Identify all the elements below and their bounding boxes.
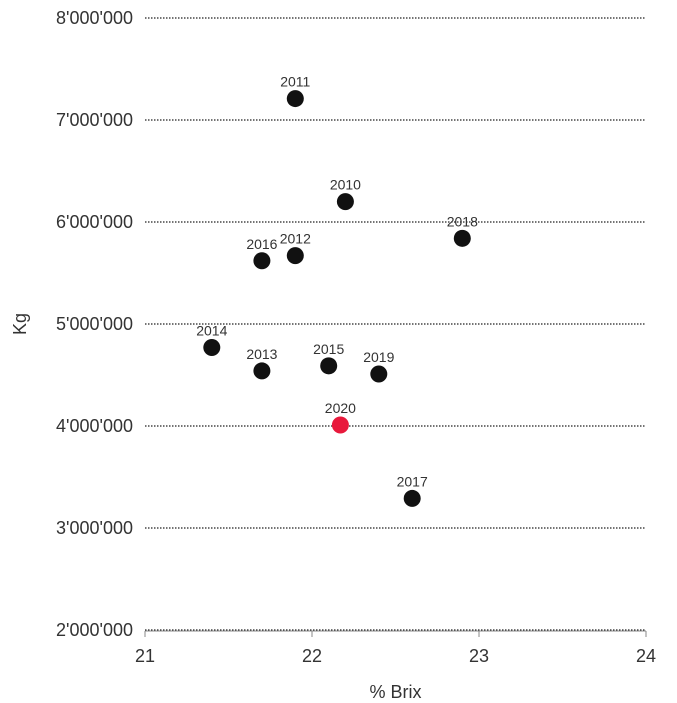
y-tick-label: 3'000'000 [56,518,133,538]
point-labels-layer: 2010 2011 2012 2013 2014 2015 2016 2017 2018 2019… [196,74,478,490]
y-tick-label: 2'000'000 [56,620,133,640]
y-tick-label: 5'000'000 [56,314,133,334]
data-point-label: 2018 [447,213,478,229]
data-point-label: 2017 [397,473,428,489]
x-axis-title: % Brix [369,682,421,702]
points-layer [203,90,471,507]
y-tick-label: 8'000'000 [56,8,133,28]
x-tick-label: 24 [636,646,656,666]
y-axis-title: Kg [10,313,30,335]
data-point [453,229,471,247]
data-point [203,338,221,356]
data-point [370,365,388,383]
data-point-label: 2016 [246,236,277,252]
data-point [286,90,304,108]
data-point [253,252,271,270]
data-point [253,362,271,380]
y-tick-label: 6'000'000 [56,212,133,232]
data-point-label: 2014 [196,322,227,338]
x-tick-label: 21 [135,646,155,666]
data-point [331,416,349,434]
data-point-label: 2011 [280,74,310,90]
data-point-label: 2010 [330,177,361,193]
y-tick-label: 4'000'000 [56,416,133,436]
data-point-label: 2012 [280,231,311,247]
axis-layer: 2'000'000 3'000'000 4'000'000 5'000'000 6'00… [56,8,656,666]
x-tick-label: 22 [302,646,322,666]
data-point-label: 2013 [246,346,277,362]
data-point-label: 2020 [325,400,356,416]
data-point [320,357,338,375]
data-point-label: 2019 [363,349,394,365]
x-tick-label: 23 [469,646,489,666]
data-point-label: 2015 [313,341,344,357]
data-point [286,247,304,265]
y-tick-label: 7'000'000 [56,110,133,130]
data-point [336,193,354,211]
data-point [403,489,421,507]
grid-layer [145,17,646,631]
